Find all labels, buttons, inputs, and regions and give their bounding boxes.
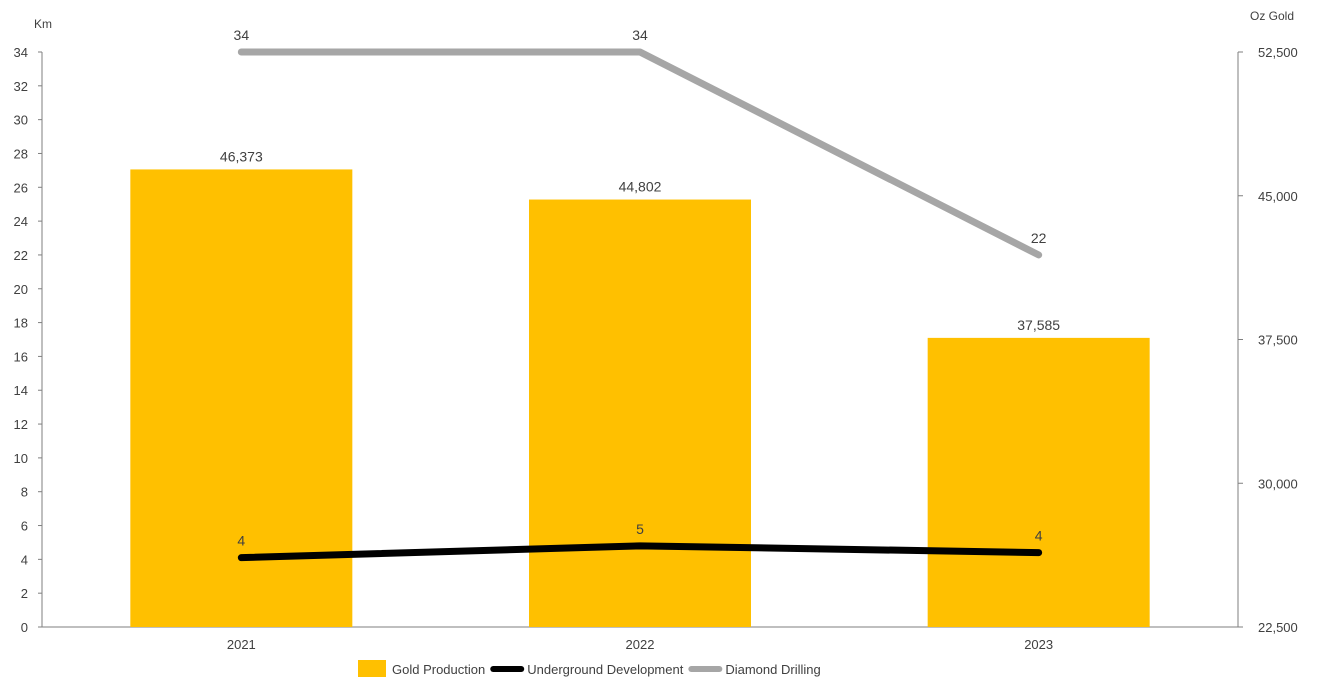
x-tick-label: 2022: [626, 637, 655, 652]
right-tick-label: 45,000: [1258, 189, 1298, 204]
left-tick-label: 16: [14, 349, 28, 364]
right-tick-label: 30,000: [1258, 476, 1298, 491]
bar-series: [130, 169, 1150, 628]
left-tick-label: 12: [14, 417, 28, 432]
left-tick-label: 26: [14, 180, 28, 195]
right-y-axis: 22,500 30,000 37,500 45,000 52,500: [1237, 45, 1298, 635]
x-tick-label: 2023: [1024, 637, 1053, 652]
right-axis-title: Oz Gold: [1250, 9, 1294, 23]
bar-data-label: 44,802: [619, 179, 662, 195]
left-tick-label: 14: [14, 383, 28, 398]
line-data-label: 4: [237, 533, 245, 549]
right-tick-label: 37,500: [1258, 333, 1298, 348]
left-tick-label: 4: [21, 552, 28, 567]
left-axis-title: Km: [34, 17, 52, 31]
left-tick-label: 32: [14, 79, 28, 94]
line-data-label: 5: [636, 521, 644, 537]
line-data-label: 22: [1031, 230, 1047, 246]
bar-data-label: 46,373: [220, 148, 263, 164]
left-tick-label: 34: [14, 45, 28, 60]
legend-swatch: [358, 660, 386, 677]
legend: Gold Production Underground Development Di…: [358, 660, 821, 677]
data-labels: 46,373 44,802 37,585 4 5 4 34 34 22: [220, 27, 1060, 549]
bar: [529, 199, 751, 628]
legend-label: Underground Development: [527, 662, 683, 677]
line-point: [240, 51, 243, 53]
bar-data-label: 37,585: [1017, 317, 1060, 333]
line-point: [240, 556, 243, 559]
left-tick-label: 22: [14, 248, 28, 263]
right-tick-label: 22,500: [1258, 620, 1298, 635]
x-tick-label: 2021: [227, 637, 256, 652]
left-tick-label: 2: [21, 586, 28, 601]
bar: [927, 337, 1150, 627]
left-tick-label: 28: [14, 146, 28, 161]
right-tick-label: 52,500: [1258, 45, 1298, 60]
line-point: [639, 51, 641, 53]
x-axis: 2021 2022 2023: [42, 626, 1238, 652]
line-series: [237, 48, 1043, 562]
legend-label: Diamond Drilling: [725, 662, 820, 677]
left-tick-label: 8: [21, 485, 28, 500]
line-point: [1037, 253, 1040, 256]
left-tick-label: 30: [14, 113, 28, 128]
line-point: [639, 544, 641, 547]
left-tick-label: 6: [21, 519, 28, 534]
line-data-label: 34: [234, 27, 250, 43]
left-tick-label: 10: [14, 451, 28, 466]
line-point: [1037, 551, 1040, 554]
bar: [130, 169, 353, 627]
line-data-label: 34: [632, 27, 648, 43]
left-tick-label: 0: [21, 620, 28, 635]
left-tick-label: 20: [14, 282, 28, 297]
left-tick-label: 18: [14, 316, 28, 331]
line-data-label: 4: [1035, 528, 1043, 544]
legend-label: Gold Production: [392, 662, 485, 677]
left-tick-label: 24: [14, 214, 28, 229]
